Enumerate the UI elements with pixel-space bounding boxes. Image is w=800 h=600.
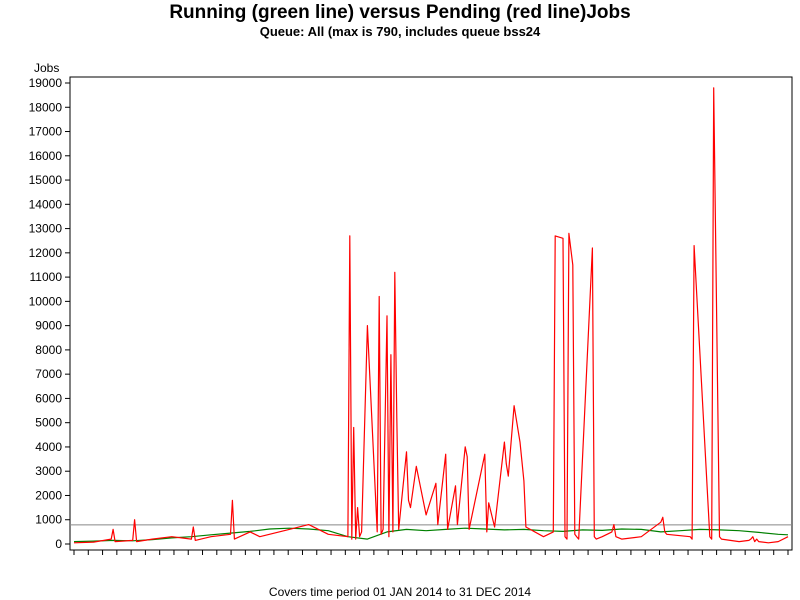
y-tick-label: 14000 [29, 197, 63, 211]
y-tick-label: 5000 [35, 416, 62, 430]
y-tick-label: 1000 [35, 513, 62, 527]
y-tick-label: 8000 [35, 343, 62, 357]
series-line-pending [73, 87, 789, 544]
y-tick-label: 4000 [35, 440, 62, 454]
y-tick-label: 2000 [35, 488, 62, 502]
plot-area: 0 1000 2000 3000 4000 5000 6000 7000 8000 9000 100… [29, 76, 793, 555]
y-tick-label: 18000 [29, 100, 63, 114]
y-tick-label: 9000 [35, 319, 62, 333]
y-tick-label: 10000 [29, 294, 63, 308]
y-tick-label: 11000 [30, 270, 63, 284]
y-tick-label: 17000 [29, 125, 63, 139]
y-tick-label: 15000 [29, 173, 63, 187]
series-line-running [73, 527, 789, 543]
y-tick-label: 6000 [35, 391, 62, 405]
y-axis-label: Jobs [34, 61, 59, 75]
y-tick-label: 16000 [29, 149, 63, 163]
y-tick-label: 19000 [29, 76, 63, 90]
y-tick-label: 3000 [35, 464, 62, 478]
y-tick-label: 12000 [29, 246, 63, 260]
y-tick-label: 0 [55, 537, 62, 551]
y-tick-label: 13000 [29, 222, 63, 236]
plot-frame [69, 76, 793, 551]
y-tick-label: 7000 [35, 367, 62, 381]
chart-subtitle: Queue: All (max is 790, includes queue b… [260, 24, 541, 39]
chart-title: Running (green line) versus Pending (red… [169, 2, 630, 23]
footnote: Covers time period 01 JAN 2014 to 31 DEC… [269, 585, 531, 599]
